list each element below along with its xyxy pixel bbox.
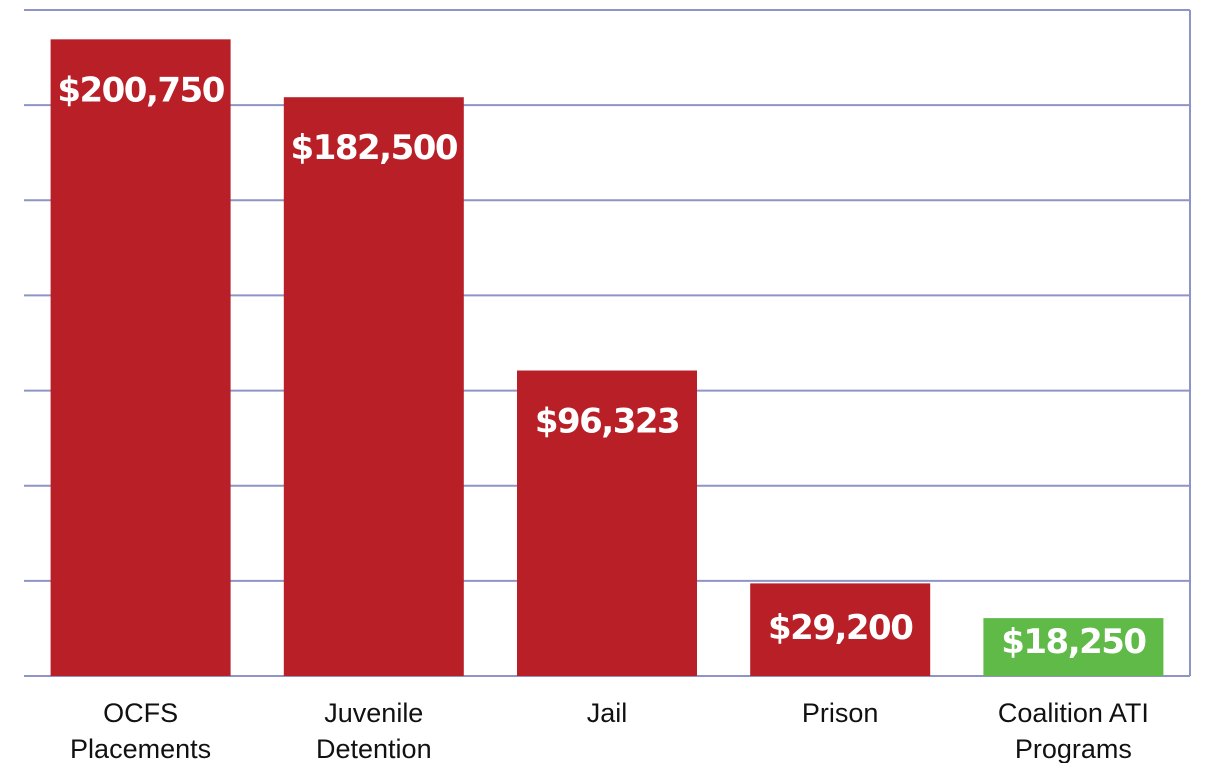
bar xyxy=(750,583,931,676)
bar xyxy=(283,97,464,676)
category-label: Detention xyxy=(316,734,432,763)
category-label: OCFS xyxy=(103,698,178,728)
bar xyxy=(517,370,697,676)
value-labels: $200,750 $182,500 $96,323 $29,200 $18,250 xyxy=(57,70,1148,662)
value-label: $182,500 xyxy=(291,128,458,168)
category-label: Coalition ATI xyxy=(998,698,1149,728)
category-label: Prison xyxy=(802,698,879,728)
value-label: $200,750 xyxy=(57,70,224,110)
bar xyxy=(983,618,1164,676)
category-label: Programs xyxy=(1015,734,1132,763)
value-label: $96,323 xyxy=(535,402,679,442)
bar xyxy=(50,39,231,677)
category-labels: OCFS Placements Juvenile Detention Jail Priso… xyxy=(70,698,1149,763)
value-label: $18,250 xyxy=(1001,622,1146,662)
value-label: $29,200 xyxy=(768,608,913,648)
bars xyxy=(50,39,1164,677)
category-label: Jail xyxy=(587,698,628,728)
category-label: Placements xyxy=(70,734,211,763)
category-label: Juvenile xyxy=(324,698,423,728)
